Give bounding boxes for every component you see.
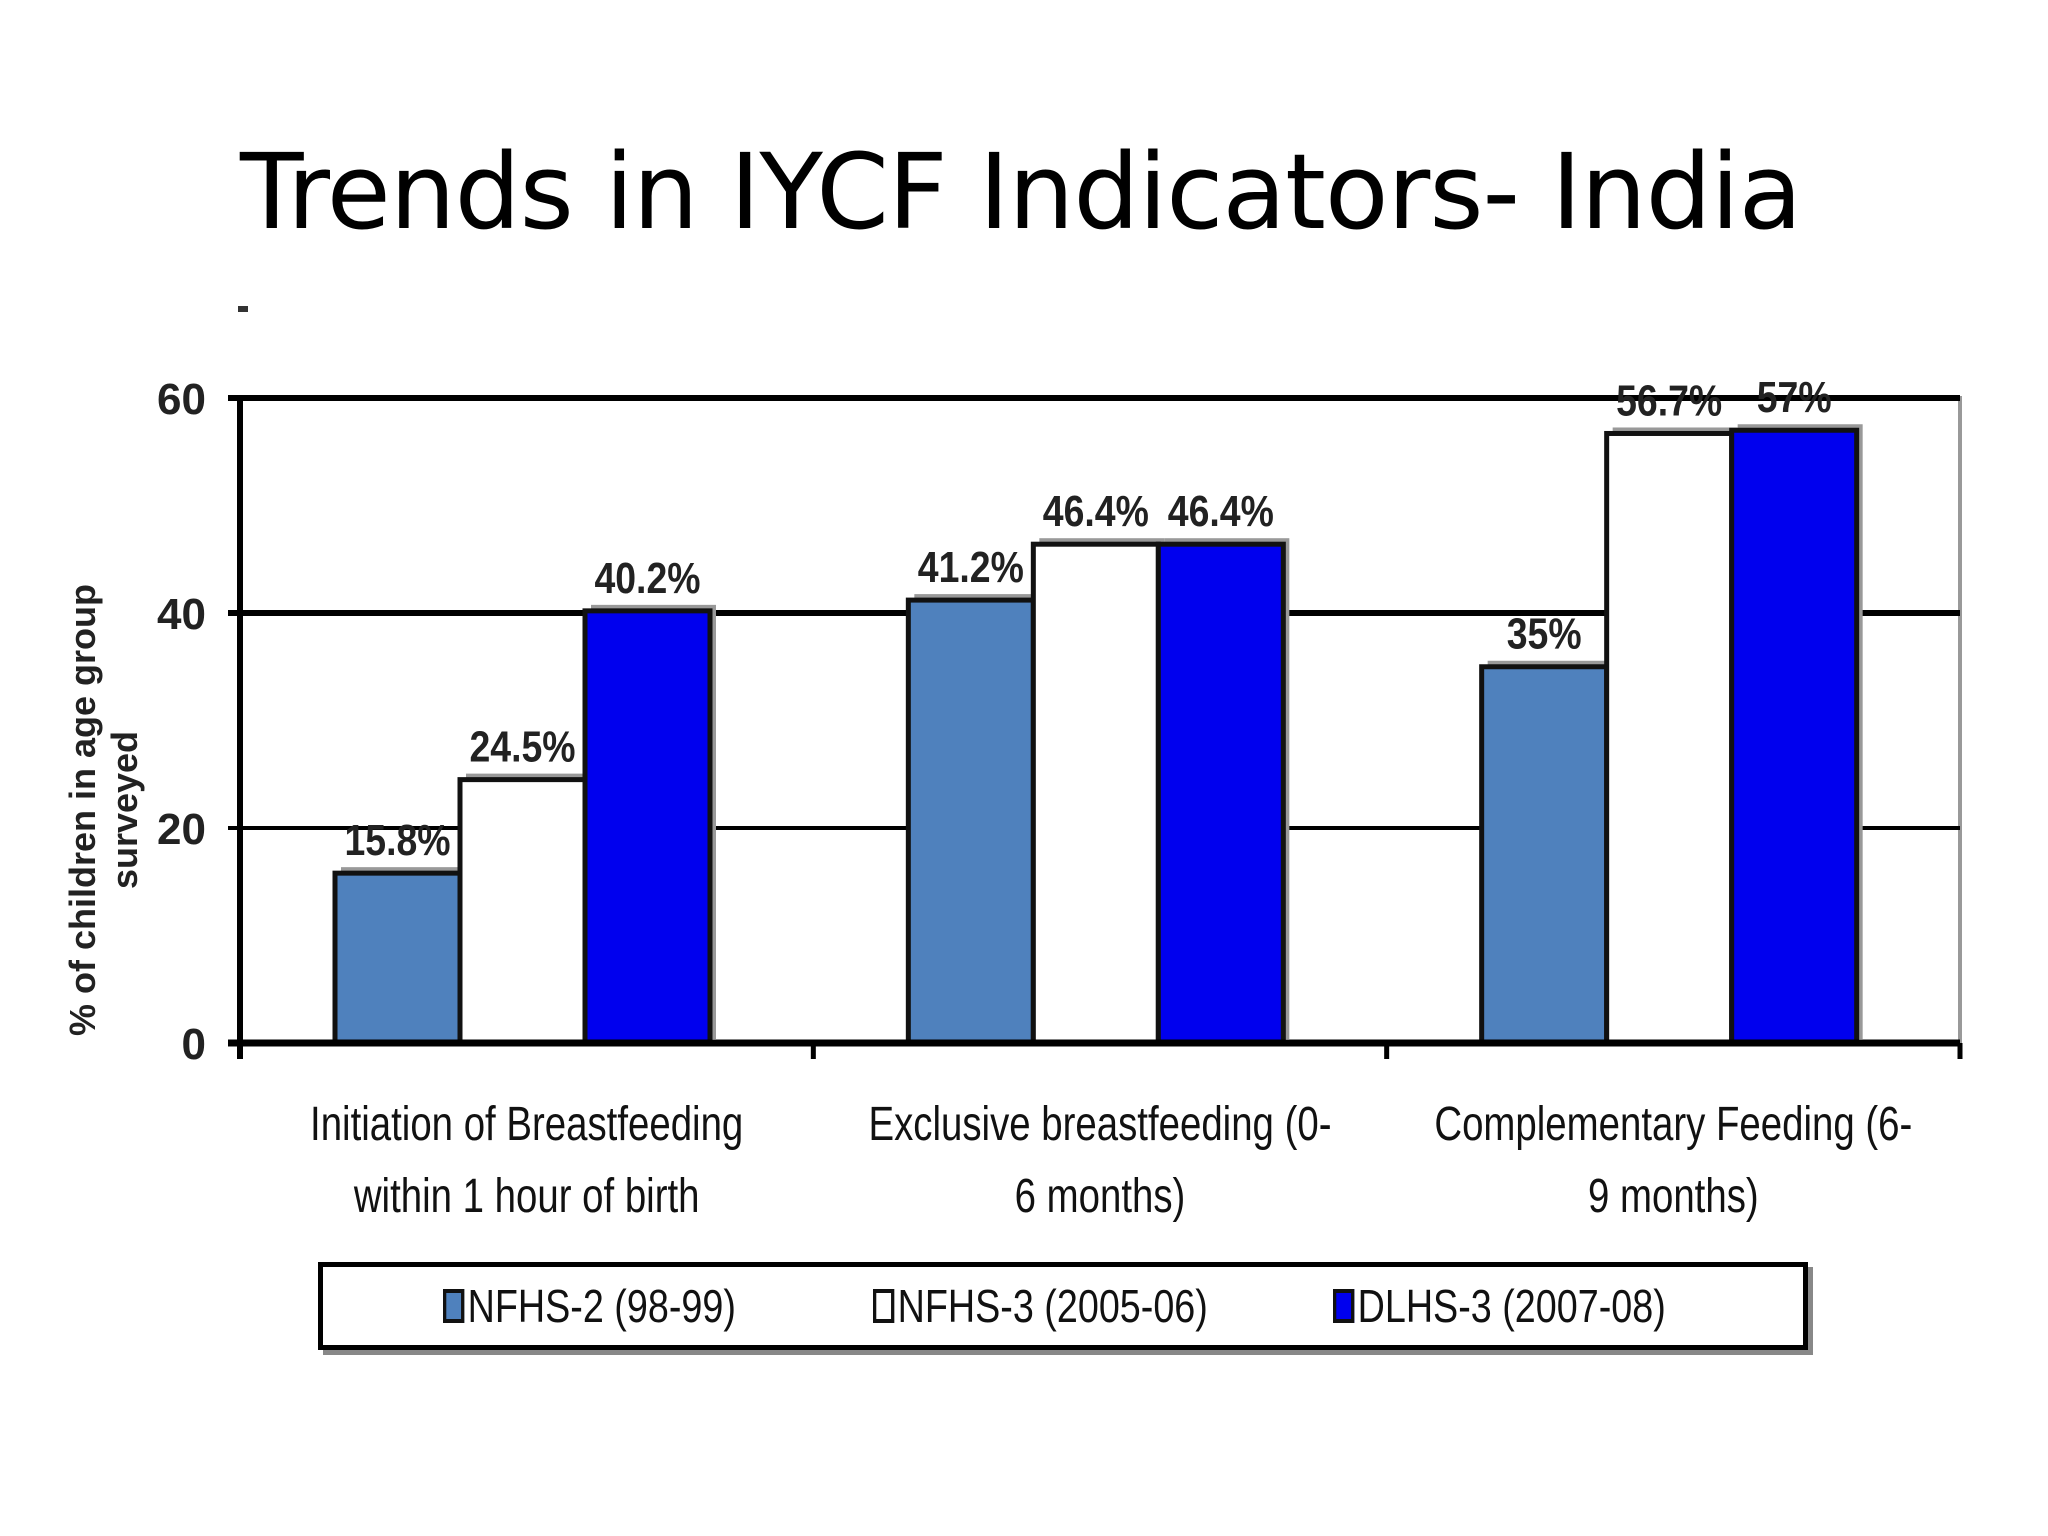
y-tick-label: 0 [182,1020,206,1069]
bar [1604,430,1735,1046]
data-label: 15.8% [344,815,450,865]
data-label: 46.4% [1168,486,1274,536]
title-dash-mark [238,306,248,312]
y-axis-title: % of children in age group [62,584,103,1036]
legend-item-nfhs2: NFHS-2 (98-99) [443,1267,736,1345]
legend-swatch-nfhs3 [873,1289,895,1323]
y-tick-label: 40 [157,590,206,639]
legend-swatch-dlhs3 [1333,1289,1355,1323]
bar [1729,427,1860,1046]
data-label: 46.4% [1043,486,1149,536]
bar [457,777,588,1046]
y-tick-labels: 0 20 40 60 [157,375,206,1069]
x-category-label: 9 months) [1588,1170,1759,1223]
x-category-label: within 1 hour of birth [353,1170,700,1223]
slide-title: Trends in IYCF Indicators- India [240,131,1802,253]
x-category-label: Initiation of Breastfeeding [310,1098,743,1151]
bar [1030,541,1161,1046]
y-tick-label: 20 [157,805,206,854]
data-labels: 15.8% 41.2% 35% 24.5% 46.4% 56.7% 40.2% 46.4% 57… [344,372,1831,864]
data-label: 57% [1757,372,1832,422]
y-tick-label: 60 [157,375,206,424]
bar [582,608,713,1046]
x-category-label: Complementary Feeding (6- [1434,1098,1912,1151]
legend-item-nfhs3: NFHS-3 (2005-06) [873,1267,1208,1345]
data-label: 41.2% [918,542,1024,592]
legend-item-dlhs3: DLHS-3 (2007-08) [1333,1267,1666,1345]
bar [1479,664,1610,1046]
bar [1155,541,1286,1046]
legend-swatch-nfhs2 [443,1289,465,1323]
y-axis-title-line2: surveyed [104,731,145,889]
legend-label-dlhs3: DLHS-3 (2007-08) [1357,1280,1666,1332]
data-label: 56.7% [1616,376,1722,426]
data-label: 40.2% [594,553,700,603]
bars [332,424,1863,1046]
chart-legend: NFHS-2 (98-99) NFHS-3 (2005-06) DLHS-3 (… [318,1262,1808,1350]
data-label: 24.5% [469,722,575,772]
legend-label-nfhs3: NFHS-3 (2005-06) [897,1280,1208,1332]
legend-label-nfhs2: NFHS-2 (98-99) [467,1280,736,1332]
bar [332,870,463,1046]
axes [228,398,1963,1059]
data-label: 35% [1507,609,1582,659]
bar [905,597,1036,1046]
x-category-label: 6 months) [1015,1170,1186,1223]
y-axis-title-group: % of children in age group surveyed [62,584,145,1036]
x-category-labels: Initiation of Breastfeeding within 1 hour… [310,1098,1912,1223]
x-category-label: Exclusive breastfeeding (0- [868,1098,1331,1151]
